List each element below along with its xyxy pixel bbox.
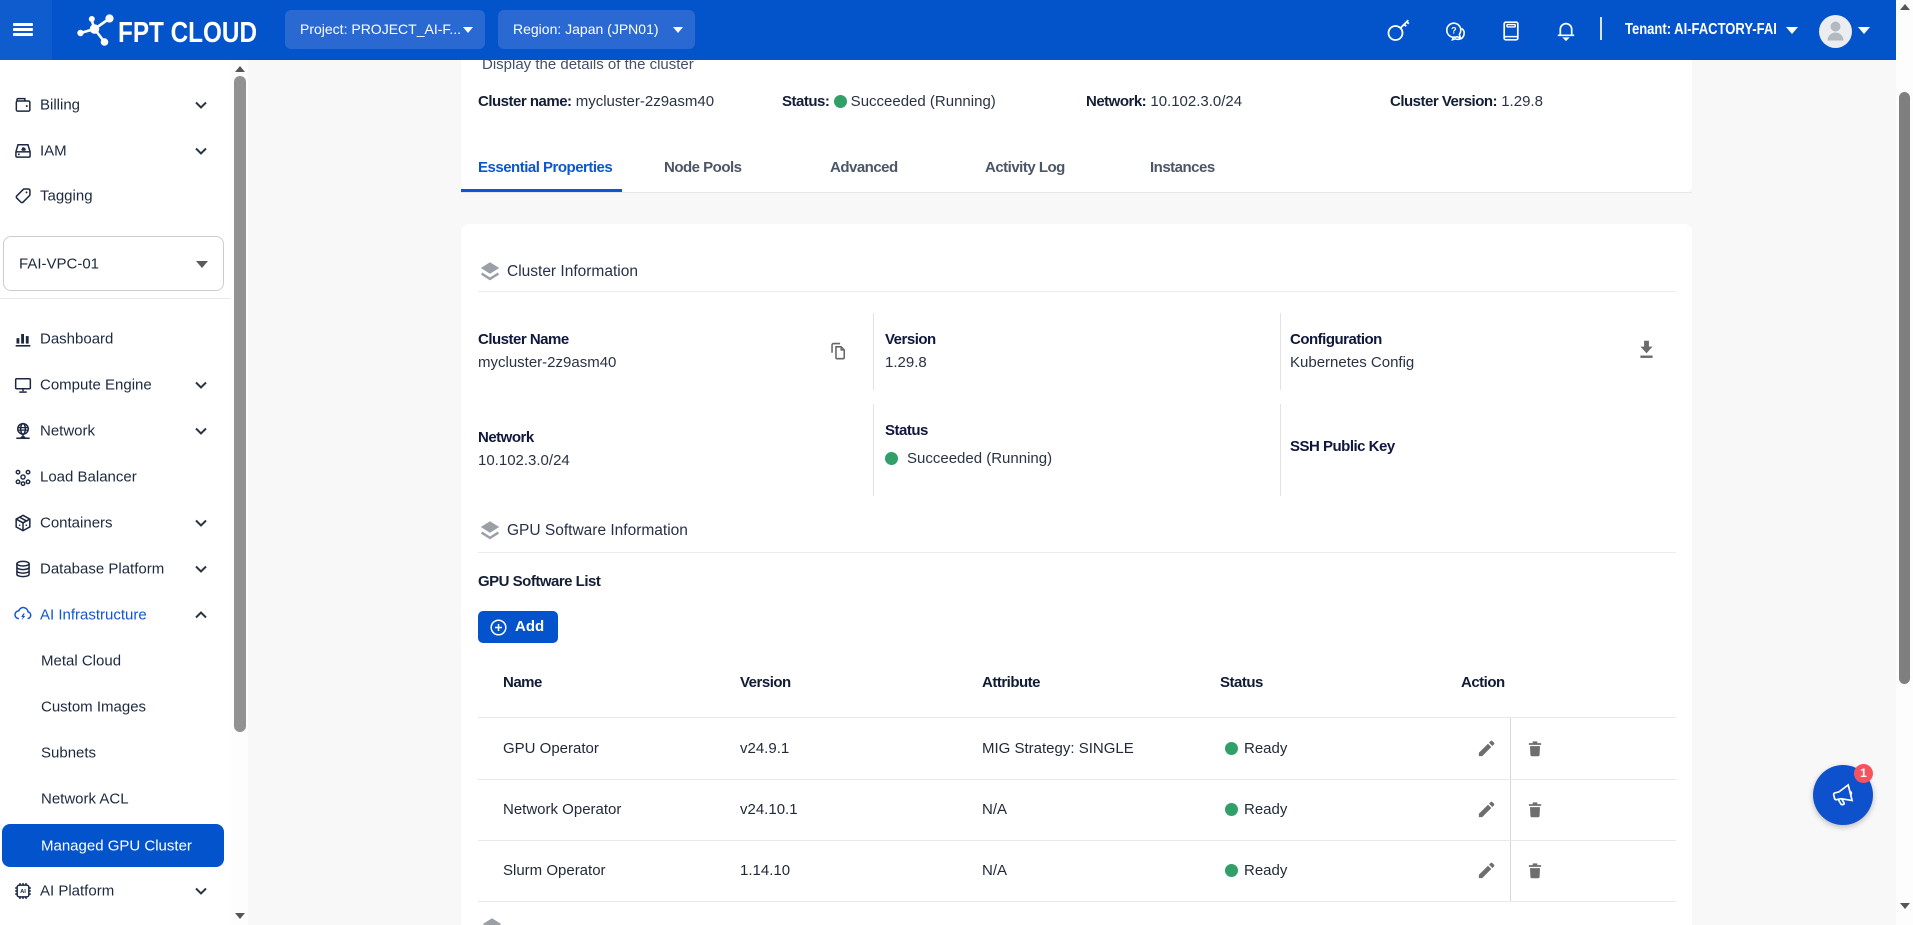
svg-text:?: ? [1451, 25, 1457, 35]
svg-text:AI: AI [20, 889, 26, 895]
svg-text:FPT CLOUD: FPT CLOUD [118, 17, 257, 49]
